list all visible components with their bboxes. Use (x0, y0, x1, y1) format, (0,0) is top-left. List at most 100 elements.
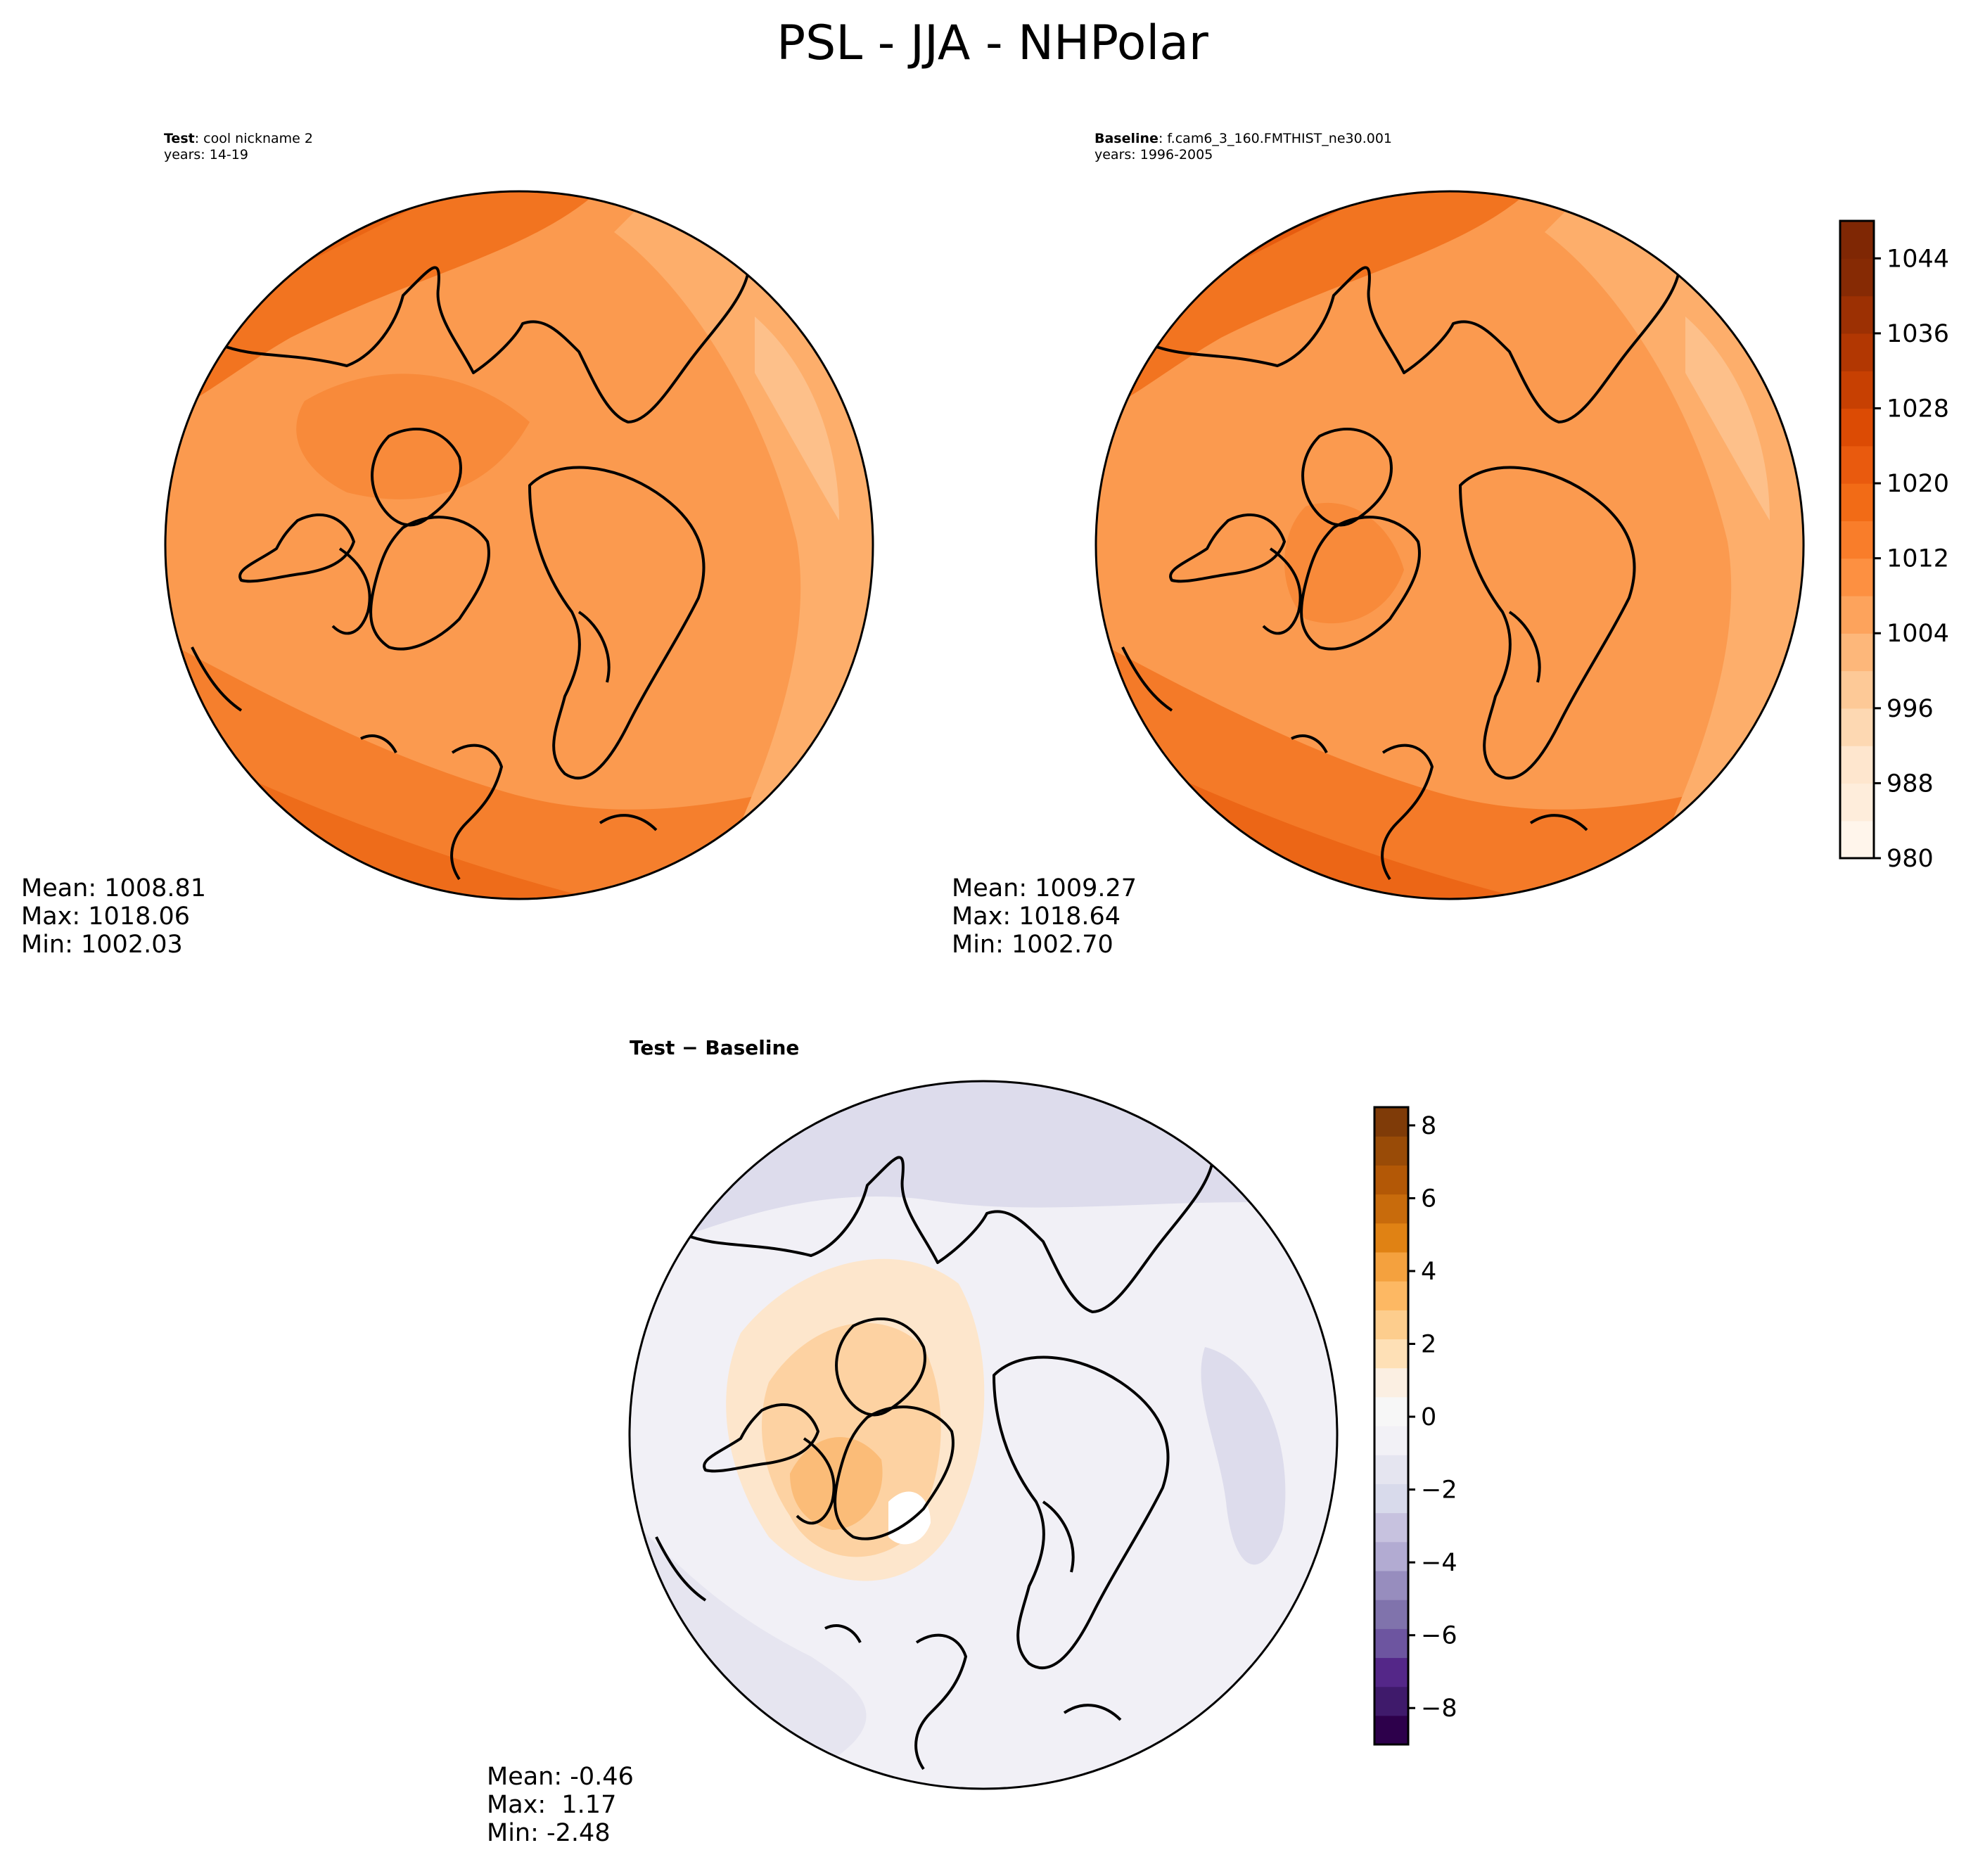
test-field-low-east (614, 191, 873, 899)
difference-colorbar-swatch (1374, 1367, 1408, 1398)
difference-colorbar-swatch (1374, 1339, 1408, 1369)
absolute-colorbar-swatch (1840, 483, 1874, 521)
difference-colorbar-tick-label: −8 (1421, 1695, 1457, 1723)
difference-colorbar-swatch (1374, 1628, 1408, 1659)
difference-colorbar-swatch (1374, 1483, 1408, 1514)
absolute-colorbar-swatch (1840, 445, 1874, 484)
test-stat-mean: Mean: 1008.81 (21, 874, 207, 902)
difference-stat-min: Min: -2.48 (487, 1819, 611, 1847)
absolute-colorbar: 980 988 996 1004 1012 1020 1028 1036 1044 (1839, 219, 1949, 873)
test-stat-max: Max: 1018.06 (21, 902, 191, 931)
absolute-colorbar-tick-label: 1012 (1887, 545, 1949, 573)
difference-colorbar-swatch (1374, 1281, 1408, 1310)
test-field-high-center (296, 374, 530, 499)
difference-colorbar-frame (1373, 1106, 1410, 1746)
absolute-colorbar-swatch (1840, 408, 1874, 447)
difference-colorbar-swatch (1374, 1251, 1408, 1282)
difference-colorbar-tick-label: 8 (1421, 1112, 1436, 1140)
baseline-label-name: : f.cam6_3_160.FMTHIST_ne30.001 (1158, 131, 1393, 146)
difference-colorbar: −8 −6 −4 −2 0 2 4 6 8 (1373, 1106, 1457, 1746)
absolute-colorbar-swatch (1840, 221, 1874, 259)
difference-colorbar-swatch (1374, 1657, 1408, 1687)
baseline-map-boundary (1094, 190, 1805, 900)
absolute-colorbar-swatch (1840, 783, 1874, 822)
difference-map-boundary (628, 1080, 1339, 1790)
difference-field-neg-east (1201, 1347, 1286, 1565)
baseline-stat-mean: Mean: 1009.27 (952, 874, 1137, 902)
baseline-field-lowest-east (1685, 317, 1770, 521)
difference-field-near-zero-spot (888, 1491, 931, 1545)
absolute-colorbar-swatch (1840, 595, 1874, 634)
test-label-bold: Test (164, 131, 195, 146)
absolute-colorbar-tick-label: 980 (1887, 845, 1934, 873)
difference-colorbar-swatch (1374, 1136, 1408, 1166)
baseline-field-high-greenland (1284, 502, 1404, 624)
absolute-colorbar-swatch (1840, 333, 1874, 371)
difference-colorbar-tick-label: 4 (1421, 1258, 1436, 1286)
difference-colorbar-swatch (1374, 1455, 1408, 1484)
test-map-boundary (164, 190, 874, 900)
difference-colorbar-swatch (1374, 1541, 1408, 1571)
difference-field-neg-north-core (698, 1088, 811, 1139)
absolute-colorbar-swatch (1840, 521, 1874, 559)
difference-colorbar-tick-label: 0 (1421, 1403, 1436, 1431)
absolute-colorbar-tick-label: 996 (1887, 695, 1934, 723)
difference-stat-max: Max: 1.17 (487, 1791, 617, 1819)
baseline-stat-min: Min: 1002.70 (952, 931, 1113, 959)
difference-colorbar-swatch (1374, 1600, 1408, 1629)
difference-title-test: Test (630, 1036, 675, 1059)
difference-colorbar-swatch (1374, 1194, 1408, 1224)
baseline-panel-label: Baseline: f.cam6_3_160.FMTHIST_ne30.001 … (1094, 131, 1392, 163)
difference-colorbar-swatch (1374, 1426, 1408, 1455)
difference-colorbar-tick-label: −6 (1421, 1622, 1457, 1650)
absolute-colorbar-frame (1839, 219, 1875, 860)
absolute-colorbar-tick-label: 1020 (1887, 470, 1949, 498)
test-panel-label: Test: cool nickname 2 years: 14-19 (164, 131, 313, 163)
absolute-colorbar-tick-label: 1028 (1887, 395, 1949, 423)
absolute-colorbar-swatch (1840, 670, 1874, 709)
absolute-colorbar-tick-label: 988 (1887, 770, 1934, 798)
baseline-stats: Mean: 1009.27 Max: 1018.64 Min: 1002.70 (952, 874, 1137, 959)
test-label-name: : cool nickname 2 (194, 131, 313, 146)
baseline-label-bold: Baseline (1094, 131, 1159, 146)
baseline-polar-map (1094, 190, 1805, 900)
difference-colorbar-tick-label: −2 (1421, 1476, 1457, 1505)
difference-colorbar-swatch (1374, 1107, 1408, 1137)
absolute-colorbar-tick-label: 1004 (1887, 620, 1949, 648)
absolute-colorbar-swatch (1840, 633, 1874, 672)
difference-colorbar-swatch (1374, 1512, 1408, 1543)
test-polar-map (164, 190, 874, 900)
baseline-label-years: years: 1996-2005 (1094, 147, 1213, 162)
difference-stat-mean: Mean: -0.46 (487, 1763, 634, 1791)
difference-colorbar-swatch (1374, 1715, 1408, 1745)
difference-colorbar-tick-label: 2 (1421, 1331, 1436, 1359)
difference-colorbar-swatch (1374, 1223, 1408, 1253)
difference-coastlines (655, 1107, 1263, 1770)
absolute-colorbar-swatch (1840, 820, 1874, 859)
test-label-years: years: 14-19 (164, 147, 248, 162)
difference-colorbar-tick-label: −4 (1421, 1549, 1457, 1577)
absolute-colorbar-swatch (1840, 371, 1874, 409)
baseline-stat-max: Max: 1018.64 (952, 902, 1121, 931)
difference-colorbar-tick-label: 6 (1421, 1185, 1436, 1213)
difference-stats: Mean: -0.46 Max: 1.17 Min: -2.48 (487, 1763, 634, 1847)
test-stat-min: Min: 1002.03 (21, 931, 183, 959)
test-field-lowest-east (755, 317, 839, 521)
absolute-colorbar-swatch (1840, 295, 1874, 334)
difference-colorbar-swatch (1374, 1165, 1408, 1195)
absolute-colorbar-swatch (1840, 746, 1874, 784)
absolute-colorbar-tick-label: 1044 (1887, 245, 1949, 273)
test-stats: Mean: 1008.81 Max: 1018.06 Min: 1002.03 (21, 874, 206, 959)
difference-colorbar-swatch (1374, 1686, 1408, 1716)
baseline-coastlines (1121, 217, 1729, 881)
difference-title-operator: − (675, 1036, 706, 1059)
absolute-colorbar-tick-label: 1036 (1887, 320, 1949, 348)
difference-polar-map (628, 1080, 1339, 1790)
difference-colorbar-swatch (1374, 1310, 1408, 1340)
difference-panel-title: Test − Baseline (630, 1036, 799, 1059)
test-coastlines (191, 217, 798, 881)
absolute-colorbar-swatch (1840, 558, 1874, 596)
absolute-colorbar-swatch (1840, 258, 1874, 297)
difference-title-baseline: Baseline (705, 1036, 800, 1059)
figure-title: PSL - JJA - NHPolar (777, 15, 1208, 71)
